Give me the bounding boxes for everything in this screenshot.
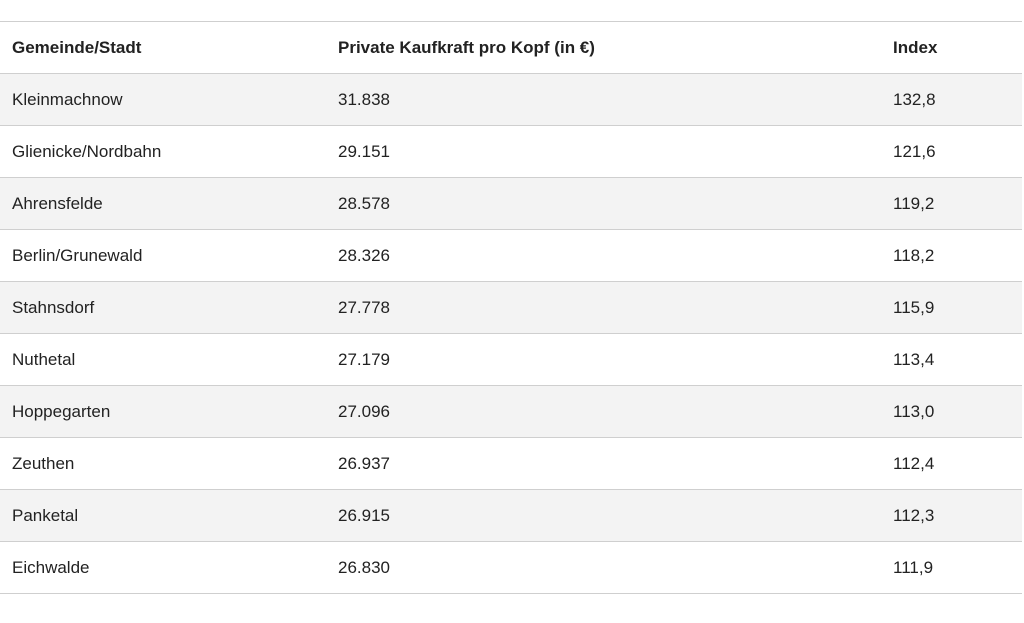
- table-cell: 27.096: [338, 385, 893, 438]
- table-row: Glienicke/Nordbahn 29.151 121,6: [0, 125, 1022, 178]
- table-cell: 132,8: [893, 73, 1022, 126]
- table-cell: 112,3: [893, 489, 1022, 542]
- header-row: Gemeinde/Stadt Private Kaufkraft pro Kopf…: [0, 21, 1022, 74]
- header-cell: Gemeinde/Stadt: [0, 21, 338, 74]
- table-cell: Ahrensfelde: [0, 177, 338, 230]
- table-cell: Glienicke/Nordbahn: [0, 125, 338, 178]
- header-cell: Private Kaufkraft pro Kopf (in €): [338, 21, 893, 74]
- table-row: Ahrensfelde 28.578 119,2: [0, 177, 1022, 230]
- table-cell: 112,4: [893, 437, 1022, 490]
- table-cell: 111,9: [893, 541, 1022, 594]
- table-cell: 121,6: [893, 125, 1022, 178]
- table-cell: 26.937: [338, 437, 893, 490]
- table-cell: Kleinmachnow: [0, 73, 338, 126]
- table-body: Kleinmachnow 31.838 132,8 Glienicke/Nordbah…: [0, 73, 1022, 594]
- table-cell: 26.830: [338, 541, 893, 594]
- table-cell: 28.578: [338, 177, 893, 230]
- table-cell: Stahnsdorf: [0, 281, 338, 334]
- table-cell: 29.151: [338, 125, 893, 178]
- table-cell: 27.778: [338, 281, 893, 334]
- table-row: Stahnsdorf 27.778 115,9: [0, 281, 1022, 334]
- table-cell: 27.179: [338, 333, 893, 386]
- table-cell: 31.838: [338, 73, 893, 126]
- table-cell: Zeuthen: [0, 437, 338, 490]
- table-row: Zeuthen 26.937 112,4: [0, 437, 1022, 490]
- table-cell: Eichwalde: [0, 541, 338, 594]
- table-row: Nuthetal 27.179 113,4: [0, 333, 1022, 386]
- table-cell: 119,2: [893, 177, 1022, 230]
- table-cell: Berlin/Grunewald: [0, 229, 338, 282]
- table-cell: 113,0: [893, 385, 1022, 438]
- table-cell: Panketal: [0, 489, 338, 542]
- table-cell: Hoppegarten: [0, 385, 338, 438]
- table-row: Berlin/Grunewald 28.326 118,2: [0, 229, 1022, 282]
- table-cell: 118,2: [893, 229, 1022, 282]
- header-cell: Index: [893, 21, 1022, 74]
- table: Gemeinde/Stadt Private Kaufkraft pro Kopf…: [0, 21, 1022, 594]
- table-row: Panketal 26.915 112,3: [0, 489, 1022, 542]
- table-header: Gemeinde/Stadt Private Kaufkraft pro Kopf…: [0, 21, 1022, 74]
- table-row: Hoppegarten 27.096 113,0: [0, 385, 1022, 438]
- table-cell: 26.915: [338, 489, 893, 542]
- table-row: Eichwalde 26.830 111,9: [0, 541, 1022, 594]
- table-row: Kleinmachnow 31.838 132,8: [0, 73, 1022, 126]
- table-cell: 113,4: [893, 333, 1022, 386]
- table-cell: Nuthetal: [0, 333, 338, 386]
- table-cell: 28.326: [338, 229, 893, 282]
- table-cell: 115,9: [893, 281, 1022, 334]
